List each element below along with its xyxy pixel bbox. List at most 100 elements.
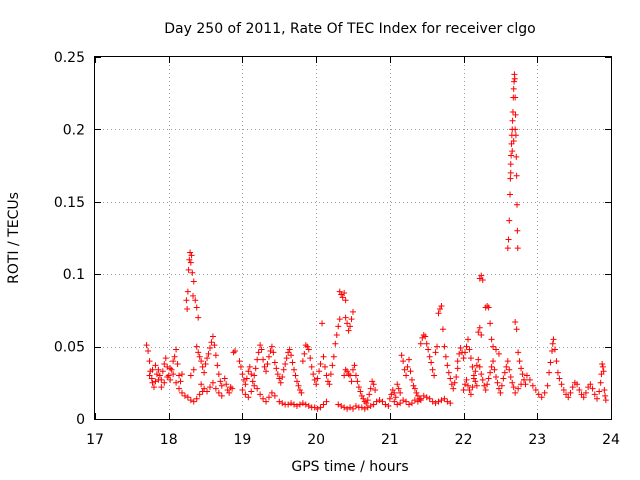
y-tick-label: 0 bbox=[76, 412, 85, 428]
data-point-marker bbox=[556, 375, 563, 382]
data-point-marker bbox=[342, 314, 349, 321]
data-point-marker bbox=[189, 269, 196, 276]
data-point-marker bbox=[302, 401, 309, 408]
data-point-marker bbox=[466, 387, 473, 394]
data-point-marker bbox=[165, 372, 172, 379]
data-point-marker bbox=[410, 382, 417, 389]
data-point-marker bbox=[319, 320, 326, 327]
data-point-marker bbox=[397, 389, 404, 396]
data-point-marker bbox=[447, 400, 454, 407]
data-point-marker bbox=[283, 355, 290, 362]
data-point-marker bbox=[565, 394, 572, 401]
data-point-marker bbox=[265, 353, 272, 360]
data-point-marker bbox=[149, 379, 156, 386]
data-point-marker bbox=[506, 366, 513, 373]
data-point-marker bbox=[442, 353, 449, 360]
data-point-marker bbox=[445, 369, 452, 376]
data-point-marker bbox=[423, 394, 430, 401]
data-point-marker bbox=[372, 387, 379, 394]
data-point-marker bbox=[226, 389, 233, 396]
data-point-marker bbox=[190, 292, 197, 299]
data-point-marker bbox=[150, 384, 157, 391]
data-point-marker bbox=[507, 374, 514, 381]
data-point-marker bbox=[358, 392, 365, 399]
data-points bbox=[143, 71, 609, 412]
data-point-marker bbox=[342, 366, 349, 373]
data-point-marker bbox=[514, 201, 521, 208]
data-point-marker bbox=[506, 217, 513, 224]
data-point-marker bbox=[385, 402, 392, 409]
data-point-marker bbox=[476, 324, 483, 331]
data-point-marker bbox=[460, 355, 467, 362]
data-point-marker bbox=[558, 381, 565, 388]
data-point-marker bbox=[159, 368, 166, 375]
data-point-marker bbox=[345, 371, 352, 378]
data-point-marker bbox=[361, 405, 368, 412]
data-point-marker bbox=[425, 346, 432, 353]
data-point-marker bbox=[232, 347, 239, 354]
data-point-marker bbox=[567, 389, 574, 396]
data-point-marker bbox=[519, 371, 526, 378]
data-point-marker bbox=[152, 362, 159, 369]
data-point-marker bbox=[153, 371, 160, 378]
data-point-marker bbox=[599, 360, 606, 367]
data-point-marker bbox=[398, 352, 405, 359]
data-point-marker bbox=[276, 375, 283, 382]
data-point-marker bbox=[249, 378, 256, 385]
data-point-marker bbox=[341, 290, 348, 297]
data-point-marker bbox=[394, 381, 401, 388]
data-point-marker bbox=[345, 327, 352, 334]
data-point-marker bbox=[338, 402, 345, 409]
plot-frame bbox=[94, 56, 612, 420]
data-point-marker bbox=[285, 349, 292, 356]
data-point-marker bbox=[227, 384, 234, 391]
data-point-marker bbox=[451, 379, 458, 386]
data-point-marker bbox=[357, 388, 364, 395]
data-point-marker bbox=[407, 368, 414, 375]
y-tick-label: 0.1 bbox=[63, 267, 85, 283]
data-point-marker bbox=[510, 85, 517, 92]
data-point-marker bbox=[554, 369, 561, 376]
data-point-marker bbox=[223, 381, 230, 388]
data-point-marker bbox=[301, 350, 308, 357]
data-point-marker bbox=[464, 336, 471, 343]
data-point-marker bbox=[335, 323, 342, 330]
data-point-marker bbox=[589, 385, 596, 392]
data-point-marker bbox=[444, 398, 451, 405]
data-point-marker bbox=[470, 375, 477, 382]
y-tick-label: 0.2 bbox=[63, 122, 85, 138]
data-point-marker bbox=[251, 382, 258, 389]
data-point-marker bbox=[411, 397, 418, 404]
data-point-marker bbox=[192, 297, 199, 304]
data-point-marker bbox=[599, 363, 606, 370]
data-point-marker bbox=[549, 347, 556, 354]
data-point-marker bbox=[295, 382, 302, 389]
data-point-marker bbox=[344, 405, 351, 412]
data-point-marker bbox=[507, 169, 514, 176]
data-point-marker bbox=[426, 353, 433, 360]
x-tick-label: 23 bbox=[528, 432, 546, 448]
data-point-marker bbox=[277, 379, 284, 386]
data-point-marker bbox=[401, 366, 408, 373]
data-point-marker bbox=[195, 314, 202, 321]
data-point-marker bbox=[255, 349, 262, 356]
data-point-marker bbox=[263, 398, 270, 405]
data-point-marker bbox=[457, 345, 464, 352]
data-point-marker bbox=[467, 391, 474, 398]
data-point-marker bbox=[261, 363, 268, 370]
data-point-marker bbox=[308, 363, 315, 370]
data-point-marker bbox=[187, 259, 194, 266]
data-point-marker bbox=[270, 349, 277, 356]
data-point-marker bbox=[211, 342, 218, 349]
data-point-marker bbox=[493, 374, 500, 381]
data-point-marker bbox=[171, 353, 178, 360]
data-point-marker bbox=[158, 384, 165, 391]
data-point-marker bbox=[484, 381, 491, 388]
data-point-marker bbox=[254, 385, 261, 392]
data-point-marker bbox=[209, 379, 216, 386]
data-point-marker bbox=[329, 362, 336, 369]
data-point-marker bbox=[513, 326, 520, 333]
data-point-marker bbox=[209, 333, 216, 340]
data-point-marker bbox=[265, 394, 272, 401]
data-point-marker bbox=[313, 381, 320, 388]
